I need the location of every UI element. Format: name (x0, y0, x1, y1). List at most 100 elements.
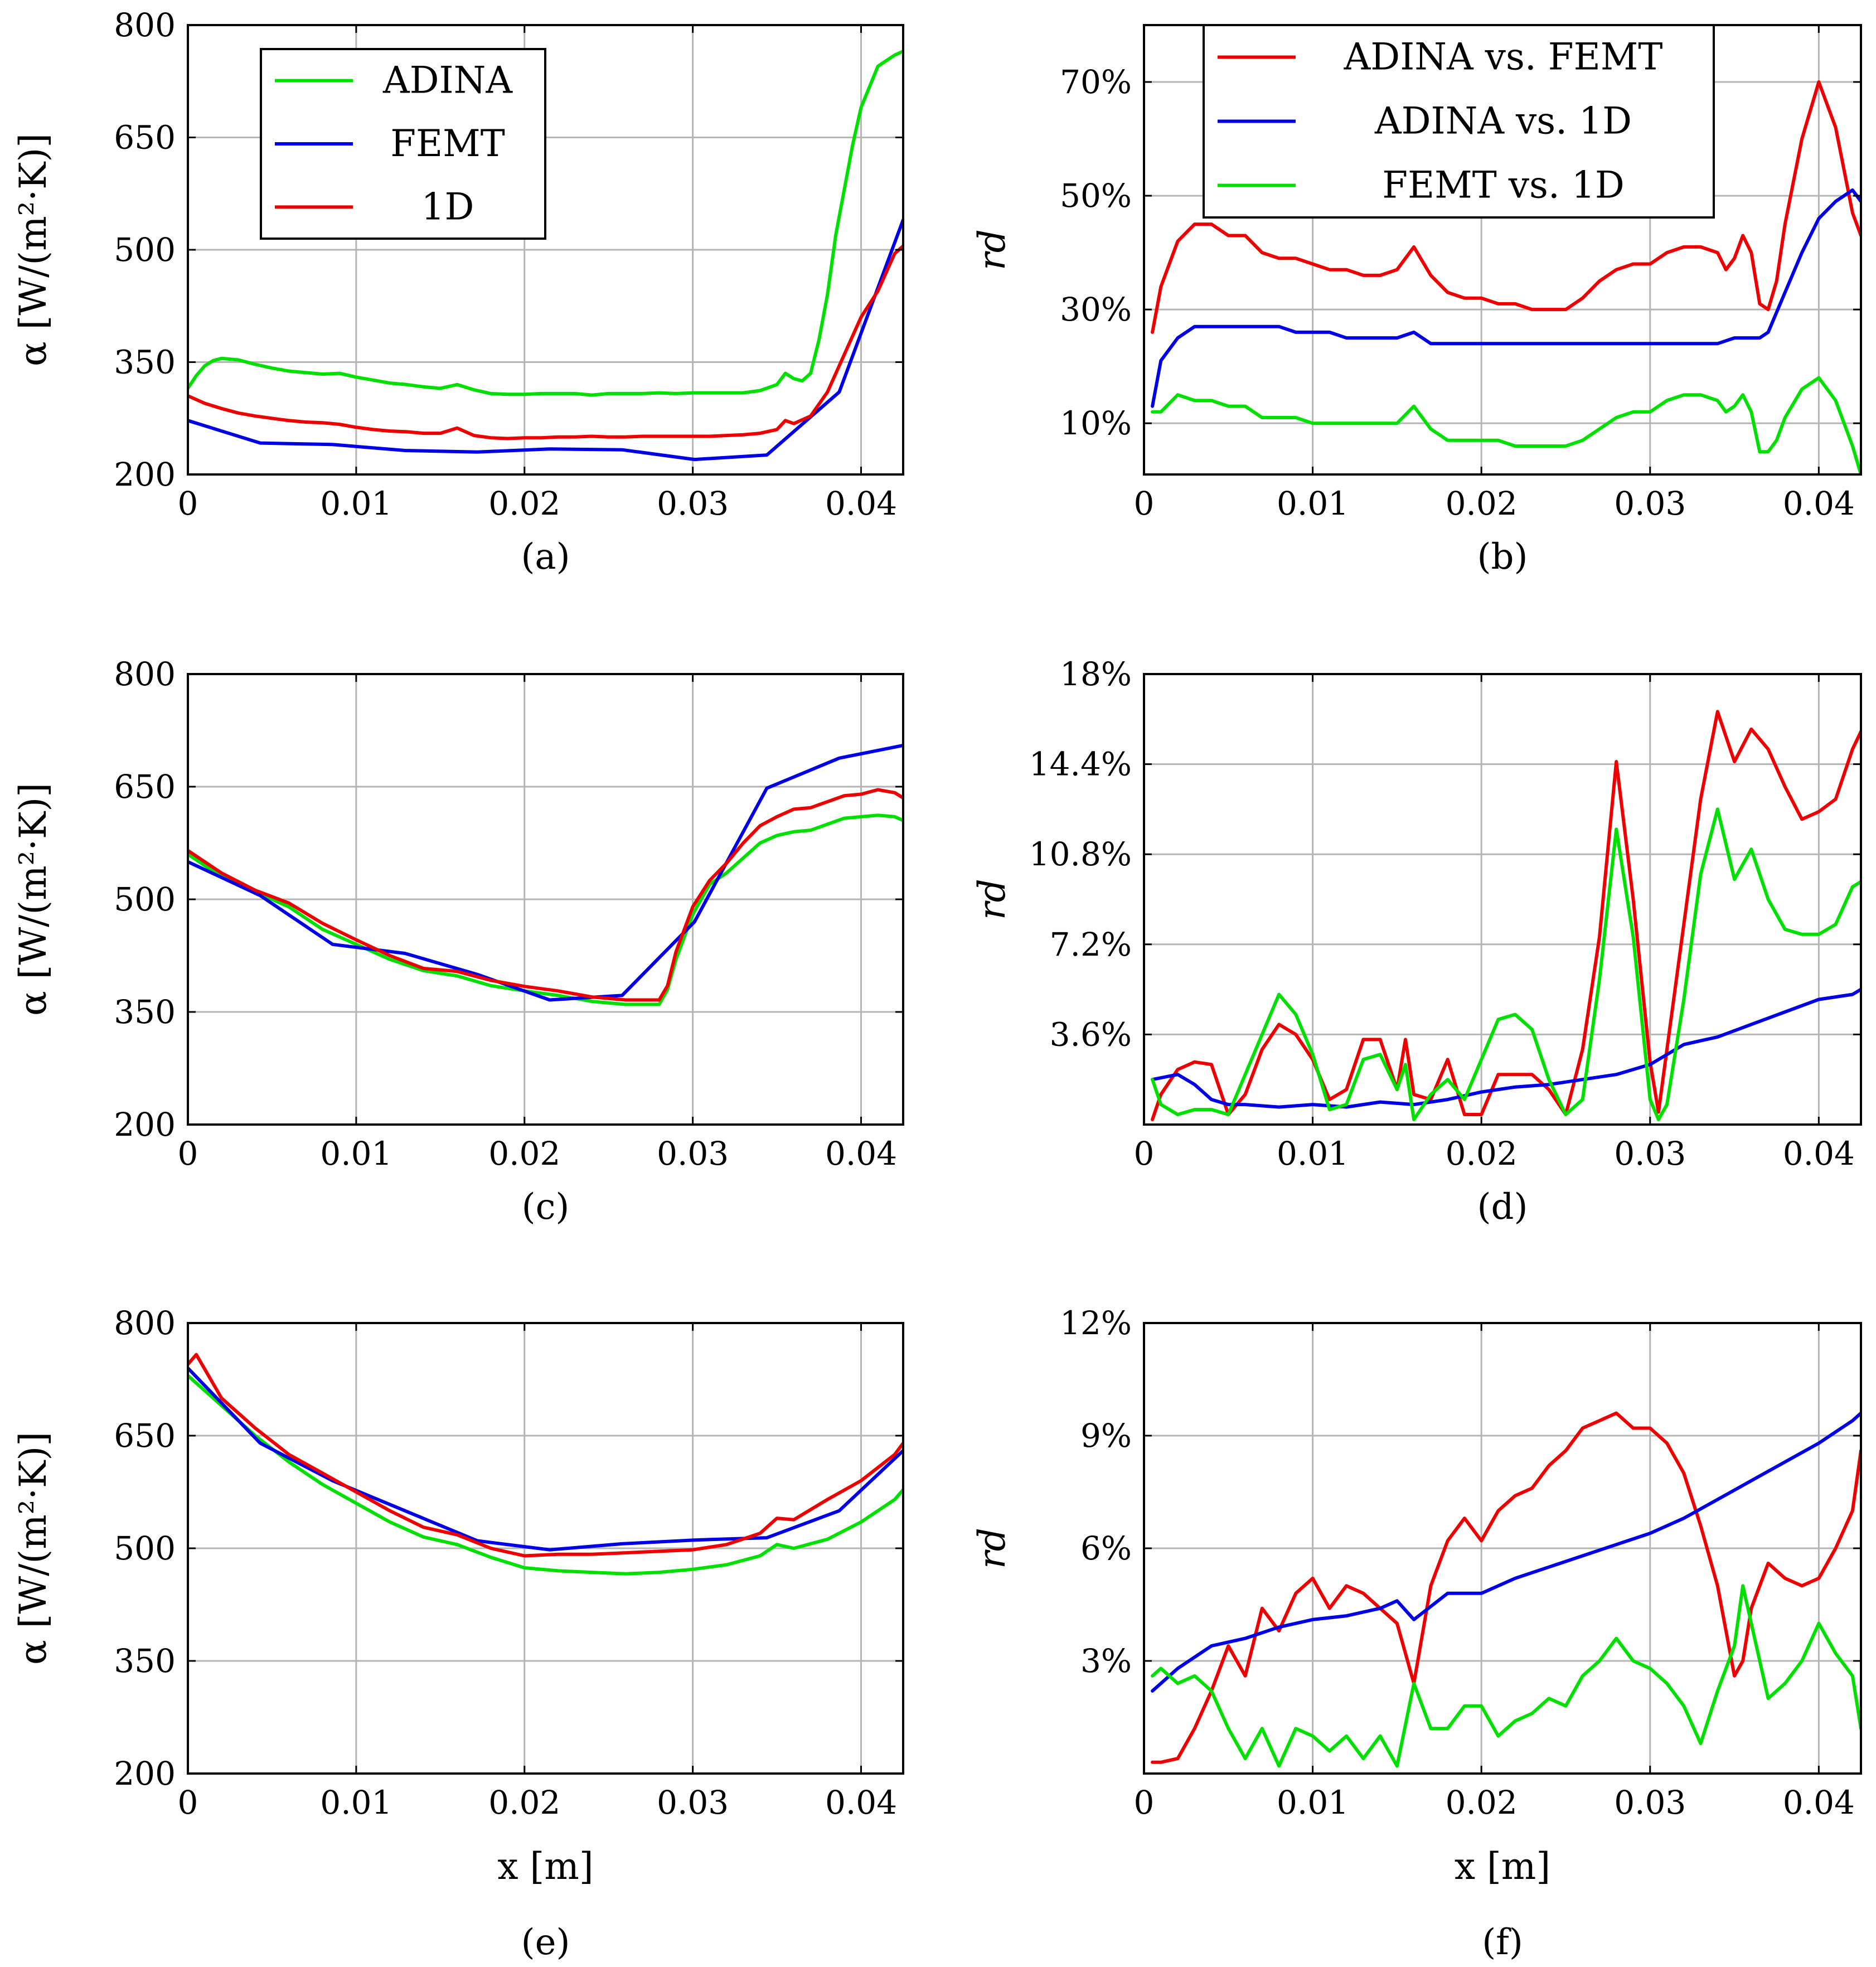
series-group (188, 1353, 903, 1576)
series-line-femt-vs-1d (1151, 376, 1861, 474)
series-line-adina-vs-femt (1151, 710, 1861, 1121)
x-tick-label: 0.01 (1277, 1135, 1349, 1173)
y-tick-label: 7.2% (1050, 926, 1132, 963)
y-tick-label: 9% (1080, 1417, 1132, 1455)
y-tick-label: 3.6% (1050, 1015, 1132, 1053)
series-line-adina (188, 813, 903, 1006)
y-tick-label: 650 (114, 1417, 176, 1455)
series-line-1d (188, 788, 903, 1002)
y-tick-label: 30% (1060, 290, 1132, 328)
x-axis-label: x [m] (497, 1845, 593, 1888)
y-tick-label: 10.8% (1029, 835, 1132, 873)
series-group (1151, 80, 1861, 474)
series-line-adina-vs-1d (1151, 188, 1861, 408)
chart-d: 0 0.01 0.02 0.03 0.04 3.6% 7.2% 10.8% 14.4% 18% rd… (971, 655, 1862, 1228)
y-tick-label: 500 (114, 231, 176, 269)
x-tick-label: 0.03 (657, 1784, 729, 1821)
x-tick-label: 0.03 (1614, 1135, 1686, 1173)
x-tick-label: 0 (178, 1784, 198, 1821)
legend: ADINA vs. FEMT ADINA vs. 1D FEMT vs. 1D (1203, 24, 1715, 219)
chart-e: 0 0.01 0.02 0.03 0.04 200 350 500 650 800 α [W/(m²… (12, 1304, 904, 1963)
series-group (188, 743, 903, 1006)
x-tick-label: 0 (178, 485, 198, 522)
series-line-adina-vs-femt (1151, 1411, 1861, 1764)
x-tick-label: 0.01 (320, 1784, 392, 1821)
legend-label: ADINA vs. FEMT (1344, 36, 1663, 79)
series-line-femt-vs-1d (1151, 807, 1861, 1121)
subfigure-caption: (b) (1477, 536, 1528, 578)
legend: ADINA FEMT 1D (260, 48, 546, 240)
series-line-femt (188, 743, 903, 1002)
x-tick-label: 0.01 (1277, 1784, 1349, 1821)
x-tick-label: 0.04 (1783, 1784, 1855, 1821)
y-axis-label: α [W/(m²·K)] (12, 783, 55, 1016)
x-tick-label: 0 (1134, 485, 1155, 522)
y-tick-label: 350 (114, 993, 176, 1031)
x-tick-label: 0.04 (1783, 1135, 1855, 1173)
y-tick-label: 14.4% (1029, 745, 1132, 783)
series-line-adina (188, 1374, 903, 1576)
y-tick-label: 200 (114, 1755, 176, 1792)
y-tick-label: 350 (114, 343, 176, 381)
x-tick-label: 0.04 (1783, 485, 1855, 522)
subfigure-caption: (e) (521, 1922, 570, 1963)
y-axis-label: rd (971, 229, 1014, 270)
x-tick-label: 0.02 (1446, 1784, 1518, 1821)
subfigure-caption: (d) (1477, 1186, 1528, 1228)
plot-frame (1143, 673, 1862, 1126)
series-line-femt (188, 218, 903, 462)
y-tick-label: 3% (1080, 1642, 1132, 1680)
y-tick-label: 70% (1060, 63, 1132, 101)
series-group (1151, 710, 1861, 1121)
legend-label: FEMT vs. 1D (1382, 164, 1625, 207)
legend-label: ADINA (382, 59, 513, 102)
y-tick-label: 650 (114, 119, 176, 157)
x-tick-label: 0 (178, 1135, 198, 1173)
x-tick-label: 0.02 (488, 1784, 560, 1821)
series-group (188, 50, 903, 462)
x-tick-label: 0.01 (320, 485, 392, 522)
y-tick-label: 6% (1080, 1529, 1132, 1567)
subfigure-caption: (c) (522, 1186, 570, 1228)
x-tick-label: 0.04 (825, 1784, 897, 1821)
series-line-adina (188, 50, 903, 397)
y-tick-label: 500 (114, 880, 176, 918)
y-tick-label: 10% (1060, 404, 1132, 442)
y-axis-label: rd (971, 879, 1014, 920)
chart-f: 0 0.01 0.02 0.03 0.04 3% 6% 9% 12% rd x [m] (f) (971, 1304, 1862, 1963)
chart-a: 0 0.01 0.02 0.03 0.04 200 350 500 650 800 α [W/(m²… (12, 6, 904, 578)
x-tick-label: 0.03 (1614, 485, 1686, 522)
subfigure-caption: (a) (521, 536, 570, 578)
y-tick-label: 18% (1060, 655, 1132, 693)
x-tick-label: 0.01 (1277, 485, 1349, 522)
series-line-adina-vs-femt (1151, 80, 1861, 334)
series-line-adina-vs-1d (1151, 987, 1861, 1109)
x-tick-label: 0.03 (1614, 1784, 1686, 1821)
y-tick-label: 800 (114, 655, 176, 693)
chart-c: 0 0.01 0.02 0.03 0.04 200 350 500 650 800 α [W/(m²… (12, 655, 904, 1228)
series-group (1151, 1411, 1861, 1768)
legend-label: FEMT (390, 122, 505, 165)
y-tick-label: 12% (1060, 1304, 1132, 1342)
x-tick-label: 0.03 (657, 485, 729, 522)
y-axis-label: α [W/(m²·K)] (12, 1432, 55, 1665)
x-tick-label: 0 (1134, 1784, 1155, 1821)
x-tick-label: 0.03 (657, 1135, 729, 1173)
x-tick-label: 0 (1134, 1135, 1155, 1173)
subfigure-caption: (f) (1482, 1922, 1523, 1963)
y-tick-label: 50% (1060, 177, 1132, 215)
x-tick-label: 0.01 (320, 1135, 392, 1173)
y-tick-label: 800 (114, 1304, 176, 1342)
y-tick-label: 200 (114, 1106, 176, 1144)
series-line-adina-vs-1d (1151, 1411, 1861, 1693)
series-line-1d (188, 1353, 903, 1558)
x-tick-label: 0.02 (488, 1135, 560, 1173)
x-tick-label: 0.02 (1446, 485, 1518, 522)
y-tick-label: 800 (114, 6, 176, 44)
legend-label: ADINA vs. 1D (1374, 100, 1632, 143)
y-axis-label: α [W/(m²·K)] (12, 133, 55, 366)
x-tick-label: 0.02 (488, 485, 560, 522)
y-tick-label: 500 (114, 1529, 176, 1567)
y-tick-label: 200 (114, 456, 176, 493)
